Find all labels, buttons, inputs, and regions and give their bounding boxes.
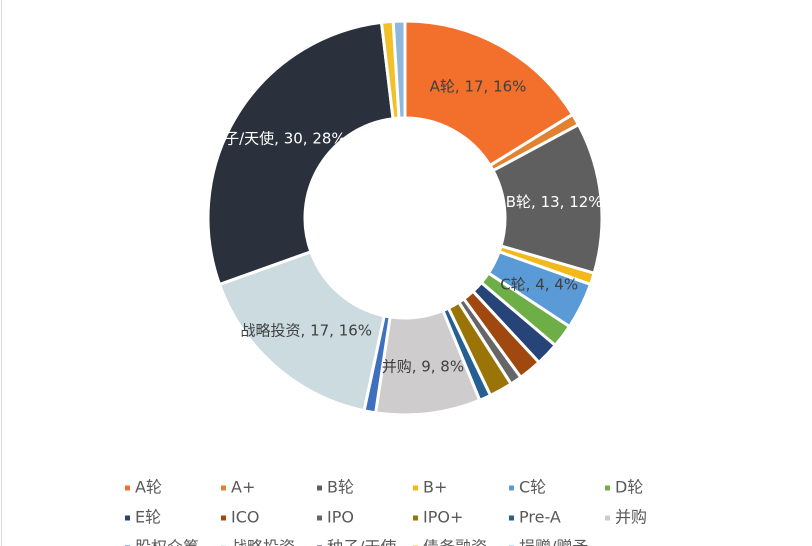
legend-label: 债务融资: [423, 538, 487, 546]
donut-slice: [391, 19, 407, 120]
legend-marker: [413, 485, 418, 491]
legend-label: 种子/天使: [327, 538, 396, 546]
legend-label: IPO+: [423, 508, 463, 527]
legend-label: Pre-A: [519, 508, 561, 527]
legend-label: ICO: [231, 508, 259, 527]
data-label: B轮, 13, 12%: [506, 193, 603, 211]
data-label: 并购, 9, 8%: [382, 357, 464, 375]
legend-label: 股权众筹: [135, 538, 199, 546]
legend-label: IPO: [327, 508, 354, 527]
data-label: 种子/天使, 30, 28%: [209, 130, 346, 148]
data-label: 战略投资, 17, 16%: [241, 321, 373, 339]
legend-marker: [605, 485, 610, 491]
legend-label: B+: [423, 478, 447, 497]
legend-marker: [509, 515, 514, 521]
legend-marker: [125, 515, 130, 521]
legend-marker: [509, 485, 514, 491]
legend-label: 捐赠/赠予: [519, 538, 588, 546]
legend-marker: [317, 485, 322, 491]
legend-label: 并购: [615, 508, 647, 527]
data-label: C轮, 4, 4%: [500, 276, 578, 294]
legend-label: B轮: [327, 478, 354, 497]
donut-slice: [217, 249, 386, 413]
legend-marker: [317, 515, 322, 521]
data-label: A轮, 17, 16%: [430, 77, 527, 95]
legend-label: A+: [231, 478, 255, 497]
legend-marker: [125, 485, 130, 491]
legend-label: C轮: [519, 478, 546, 497]
donut-slice: [403, 19, 575, 168]
legend-marker: [221, 515, 226, 521]
legend-marker: [221, 485, 226, 491]
legend-label: 战略投资: [231, 538, 295, 546]
donut-slice: [206, 20, 395, 287]
legend-label: A轮: [135, 478, 162, 497]
legend-label: D轮: [615, 478, 643, 497]
legend-marker: [413, 515, 418, 521]
legend-marker: [605, 515, 610, 521]
legend-label: E轮: [135, 508, 161, 527]
